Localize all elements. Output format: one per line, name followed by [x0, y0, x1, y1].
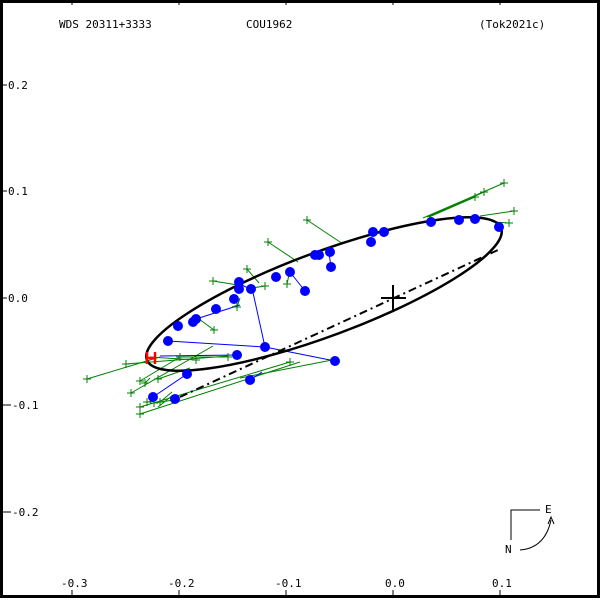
compass-north-label: N: [505, 543, 512, 556]
bottom-axis-ticks: [71, 590, 501, 596]
line-of-apsides: [179, 249, 499, 398]
primary-star-icon: [381, 285, 406, 311]
first-measure-marker: [145, 352, 157, 364]
y-tick-label: 0.1: [8, 185, 28, 198]
x-tick-label: 0.1: [492, 577, 512, 590]
x-tick-label: -0.1: [275, 577, 302, 590]
y-tick-label: 0.0: [8, 292, 28, 305]
compass-east-label: E: [545, 503, 552, 516]
x-tick-label: -0.3: [61, 577, 88, 590]
reference-label: (Tok2021c): [479, 18, 545, 31]
x-tick-label: -0.2: [168, 577, 195, 590]
left-axis-ticks: [3, 84, 11, 513]
wds-id-label: WDS 20311+3333: [59, 18, 152, 31]
discoverer-label: COU1962: [246, 18, 292, 31]
compass-icon: [510, 509, 555, 551]
y-tick-label: -0.2: [12, 506, 39, 519]
top-axis-ticks: [71, 0, 501, 5]
y-tick-label: -0.1: [12, 399, 39, 412]
x-tick-label: 0.0: [385, 577, 405, 590]
y-tick-label: 0.2: [8, 79, 28, 92]
interferometric-measures: [83, 179, 518, 418]
visual-measures: [148, 214, 504, 404]
